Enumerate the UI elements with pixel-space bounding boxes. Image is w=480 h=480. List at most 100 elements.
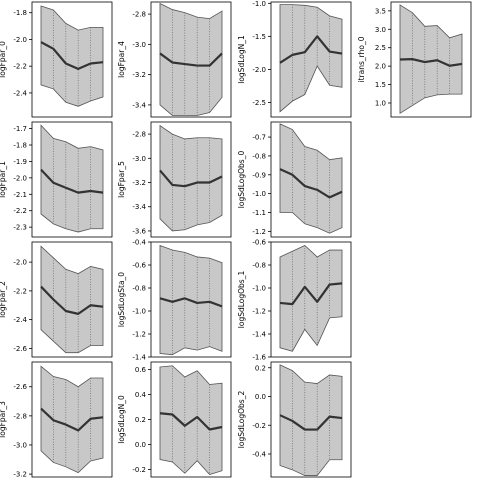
y-tick-label: -1.8 [13, 142, 27, 150]
y-tick-label: 3.5 [375, 7, 386, 15]
y-tick-label: -1.4 [132, 354, 146, 362]
mean-line [399, 58, 463, 67]
y-tick-label: -3.4 [132, 101, 146, 109]
y-tick-label: -0.6 [132, 262, 146, 270]
y-tick-label: -3.0 [132, 155, 146, 163]
axes-frame [270, 121, 352, 238]
y-axis-label: itrans_rho_0 [357, 36, 366, 82]
mean-line [40, 168, 104, 194]
panel-logSdLogN_1: -2.5 -2.0 -1.5 -1.0 logSdLogN_1 [237, 0, 352, 118]
y-tick-label: -2.6 [13, 345, 27, 353]
y-tick-label: 0.2 [135, 416, 146, 424]
y-axis-label: logSdLogObs_2 [237, 391, 246, 449]
y-tick-label: -1.0 [252, 190, 266, 198]
y-tick-label: -1.6 [252, 354, 266, 362]
y-axis-label: logFpar_5 [117, 161, 126, 198]
y-axis-label: logSdLogSta_0 [117, 272, 126, 327]
axes-frame [390, 1, 472, 118]
panel-logSdLogObs_0: -1.2 -1.1 -1.0 -0.9 -0.8 -0.7 logSdLogObs_0 [237, 121, 352, 238]
y-tick-label: -0.7 [252, 134, 266, 142]
y-tick-label: -1.5 [252, 33, 266, 41]
y-tick-label: -2.4 [13, 89, 27, 97]
confidence-band [40, 5, 104, 107]
y-tick-label: -1.0 [252, 285, 266, 293]
axes-frame [270, 361, 352, 478]
y-tick-label: -3.2 [132, 179, 146, 187]
y-tick-label: -1.0 [252, 0, 266, 8]
y-tick-label: -3.2 [13, 471, 27, 479]
confidence-band [279, 4, 343, 113]
y-axis-label: logSdLogN_0 [117, 395, 126, 444]
y-tick-label: -2.2 [13, 207, 27, 215]
y-tick-label: -1.2 [132, 331, 146, 339]
panel-logSdLogObs_2: -0.4 -0.2 0.0 0.2 logSdLogObs_2 [237, 361, 352, 478]
y-axis-label: logSdLogN_1 [237, 35, 246, 84]
axes-frame [31, 121, 113, 238]
confidence-band [279, 244, 343, 352]
y-tick-label: -0.6 [252, 239, 266, 247]
y-tick-label: -2.0 [13, 36, 27, 44]
y-tick-label: -2.8 [132, 131, 146, 139]
y-tick-label: -3.2 [132, 71, 146, 79]
panel-logSdLogSta_0: -1.4 -1.2 -1.0 -0.8 -0.6 -0.4 logSdLogSta_0 [117, 239, 232, 362]
y-tick-label: 0.2 [255, 364, 266, 372]
confidence-band [159, 124, 223, 232]
y-axis-label: logFpar_2 [0, 281, 7, 318]
panel-itrans_rho_0: 1.0 1.5 2.0 2.5 3.0 3.5 itrans_rho_0 [357, 1, 472, 118]
y-tick-label: -1.2 [252, 308, 266, 316]
y-tick-label: -1.1 [252, 209, 266, 217]
panel-logFpar_1: -2.3 -2.2 -2.1 -2.0 -1.9 -1.8 -1.7 logFpar_1 [0, 121, 113, 238]
y-tick-label: 0.6 [135, 366, 147, 374]
y-tick-label: 1.5 [375, 81, 386, 89]
y-tick-label: -2.0 [13, 174, 27, 182]
panel-logFpar_2: -2.6 -2.4 -2.2 -2.0 logFpar_2 [0, 241, 113, 358]
y-tick-label: -0.8 [252, 152, 266, 160]
y-tick-label: -0.2 [132, 466, 146, 474]
y-tick-label: -2.8 [132, 11, 146, 19]
y-axis-label: logSdLogObs_1 [237, 271, 246, 329]
y-tick-label: -0.4 [132, 239, 146, 247]
y-axis-label: logFpar_1 [0, 161, 7, 198]
y-tick-label: -1.8 [13, 9, 27, 17]
y-tick-label: -0.9 [252, 171, 266, 179]
axes-frame [31, 361, 113, 478]
y-tick-label: -3.0 [132, 41, 146, 49]
y-axis-label: logSdLogObs_0 [237, 151, 246, 209]
mean-line [279, 168, 343, 199]
mean-line [159, 297, 223, 308]
y-tick-label: -3.4 [132, 203, 146, 211]
mean-line [40, 285, 104, 315]
y-tick-label: -2.3 [13, 224, 27, 232]
y-axis-label: logFpar_0 [0, 41, 7, 78]
y-axis-label: logFpar_3 [0, 401, 7, 438]
confidence-band [40, 245, 104, 354]
mean-line [159, 52, 223, 67]
y-tick-label: -1.4 [252, 331, 266, 339]
panel-logFpar_5: -3.6 -3.4 -3.2 -3.0 -2.8 logFpar_5 [117, 121, 232, 238]
y-tick-label: -1.7 [13, 125, 27, 133]
axes-frame [31, 1, 113, 118]
y-tick-label: -0.2 [252, 422, 266, 430]
mean-line [40, 41, 104, 70]
axes-frame [150, 241, 232, 358]
y-tick-label: -0.4 [252, 451, 266, 459]
mean-line [40, 407, 104, 432]
mean-line [159, 169, 223, 188]
mean-line [159, 412, 223, 431]
y-tick-label: 0.0 [255, 393, 266, 401]
y-tick-label: -1.9 [13, 158, 27, 166]
y-axis-label: logFpar_4 [117, 41, 126, 78]
y-tick-label: -2.2 [13, 63, 27, 71]
y-tick-label: -2.0 [13, 259, 27, 267]
y-tick-label: 0.0 [135, 441, 146, 449]
y-tick-label: 0.4 [135, 391, 147, 399]
mean-line [279, 282, 343, 306]
y-tick-label: -2.6 [13, 383, 27, 391]
axes-frame [150, 121, 232, 238]
y-tick-label: -0.8 [252, 262, 266, 270]
y-tick-label: -1.2 [252, 228, 266, 236]
y-tick-label: -2.8 [13, 412, 27, 420]
panel-logSdLogObs_1: -1.6 -1.4 -1.2 -1.0 -0.8 -0.6 logSdLogObs_1 [237, 239, 352, 362]
y-tick-label: 3.0 [375, 26, 386, 34]
